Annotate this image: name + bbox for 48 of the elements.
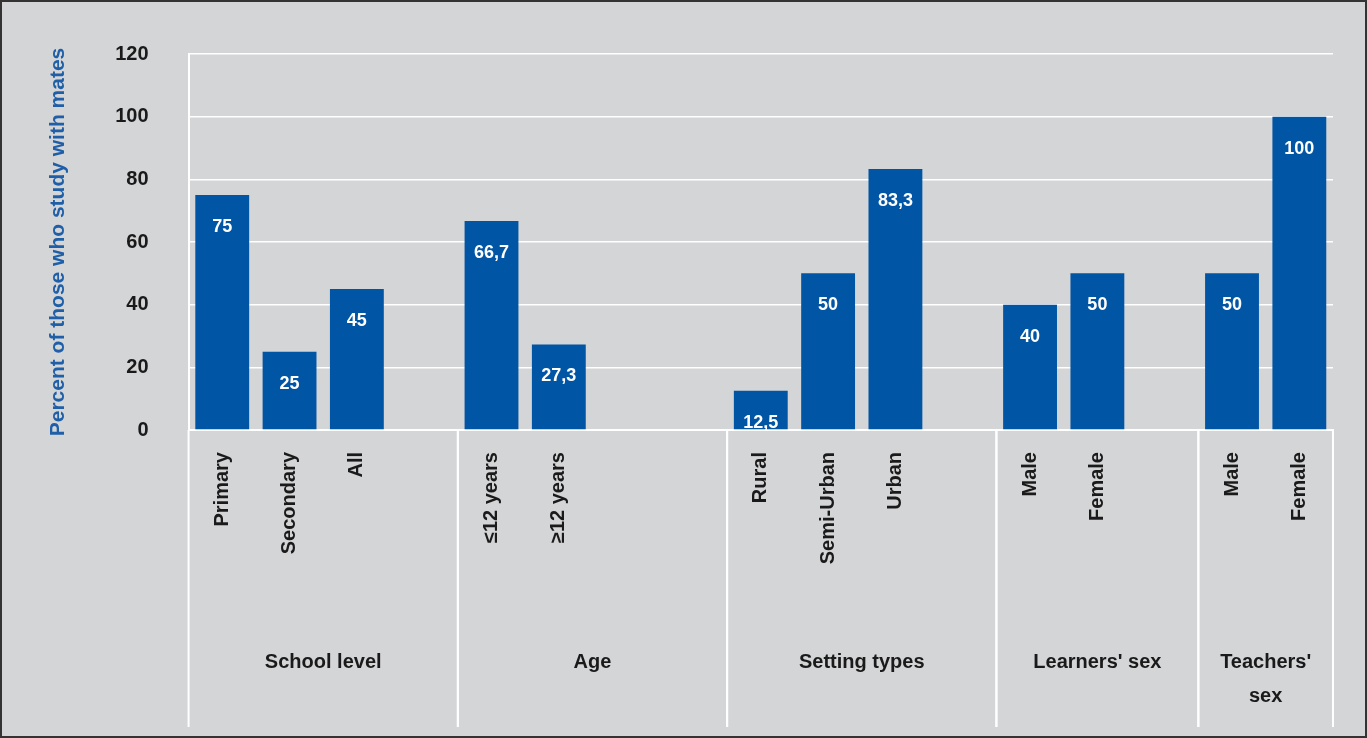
- x-tick-label: Urban: [882, 452, 905, 510]
- x-tick-label: Female: [1286, 452, 1309, 521]
- x-tick-label: Semi-Urban: [815, 452, 838, 565]
- x-tick-label: Female: [1084, 452, 1107, 521]
- bar: [1070, 273, 1125, 430]
- text: Age: [573, 649, 612, 672]
- text: Setting types: [798, 649, 925, 672]
- bar: [329, 289, 384, 430]
- bar: [1272, 116, 1327, 430]
- y-axis-title: Percent of those who study with mates: [45, 47, 69, 437]
- bar: [195, 195, 250, 430]
- data-label: 50: [1222, 294, 1243, 315]
- data-label: 83,3: [877, 189, 913, 210]
- bar: [262, 351, 317, 430]
- bar: [868, 168, 923, 430]
- x-tick-label: Male: [1017, 452, 1040, 497]
- data-label: 66,7: [473, 241, 510, 262]
- x-tick-label: ≥12 years: [546, 452, 569, 544]
- bar: [531, 344, 586, 430]
- bar: [1205, 273, 1259, 430]
- x-tick-label: All: [344, 452, 367, 478]
- y-tick-label: 20: [126, 354, 149, 377]
- data-label: 45: [346, 309, 367, 330]
- y-tick-label: 60: [126, 229, 149, 252]
- x-tick-label: Primary: [209, 451, 232, 527]
- y-tick-label: 40: [126, 292, 149, 315]
- bar: [464, 221, 519, 430]
- data-label: 25: [279, 372, 300, 393]
- data-label: 40: [1020, 325, 1041, 346]
- data-label: 27,3: [541, 365, 577, 386]
- x-tick-label: Male: [1219, 452, 1242, 497]
- x-tick-label: Rural: [748, 452, 771, 504]
- text: Learners' sex: [1033, 649, 1162, 672]
- data-label: 100: [1284, 137, 1315, 158]
- y-tick-label: 0: [137, 417, 149, 440]
- data-label: 50: [818, 294, 839, 315]
- y-tick-label: 80: [126, 166, 149, 189]
- x-tick-label: ≤12 years: [479, 452, 502, 544]
- bar: [801, 273, 856, 430]
- x-tick-label: Secondary: [277, 451, 300, 555]
- bar: [1003, 304, 1057, 430]
- y-tick-label: 120: [115, 41, 149, 64]
- y-tick-label: 100: [115, 104, 149, 127]
- text: School level: [264, 649, 382, 672]
- data-label: 75: [212, 215, 233, 236]
- data-label: 50: [1087, 294, 1108, 315]
- text: Teachers' sex: [1220, 649, 1312, 706]
- data-label: 12,5: [743, 411, 779, 432]
